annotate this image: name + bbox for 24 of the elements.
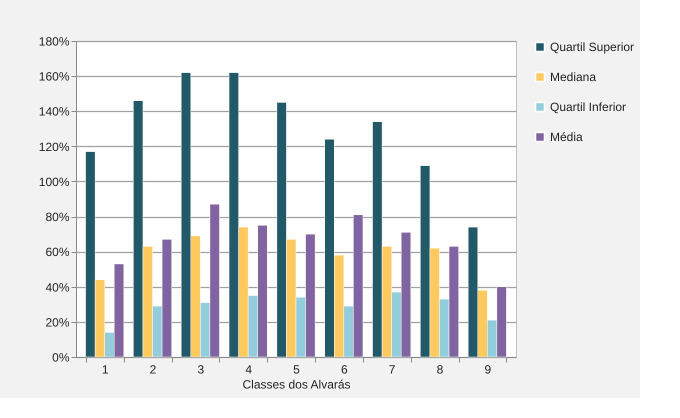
x-tick-label: 6 bbox=[340, 362, 348, 376]
y-tick-label: 100% bbox=[38, 174, 70, 189]
x-axis-title: Classes dos Alvarás bbox=[242, 378, 351, 392]
y-tick-label: 140% bbox=[38, 104, 70, 119]
y-tick-label: 160% bbox=[38, 70, 70, 84]
y-tick-label: 120% bbox=[38, 140, 70, 154]
x-tick-label: 5 bbox=[293, 362, 300, 376]
x-tick-label: 8 bbox=[436, 362, 444, 376]
legend-label: Quartil Superior bbox=[550, 40, 634, 54]
legend-label: Quartil Inferior bbox=[550, 100, 626, 114]
x-tick-label: 9 bbox=[484, 362, 492, 376]
y-tick-label: 40% bbox=[45, 280, 70, 294]
x-tick-label: 7 bbox=[388, 362, 396, 376]
legend-label: Mediana bbox=[550, 70, 596, 84]
y-tick-label: 180% bbox=[38, 34, 70, 48]
x-tick-label: 2 bbox=[150, 362, 157, 376]
x-tick-label: 1 bbox=[102, 362, 109, 376]
legend-label: Média bbox=[550, 130, 584, 144]
x-tick-label: 3 bbox=[198, 362, 205, 376]
y-tick-label: 80% bbox=[45, 210, 70, 224]
y-tick-label: 20% bbox=[45, 315, 70, 330]
y-tick-label: 0% bbox=[52, 350, 70, 364]
y-tick-label: 60% bbox=[45, 245, 70, 260]
x-tick-label: 4 bbox=[245, 362, 252, 376]
